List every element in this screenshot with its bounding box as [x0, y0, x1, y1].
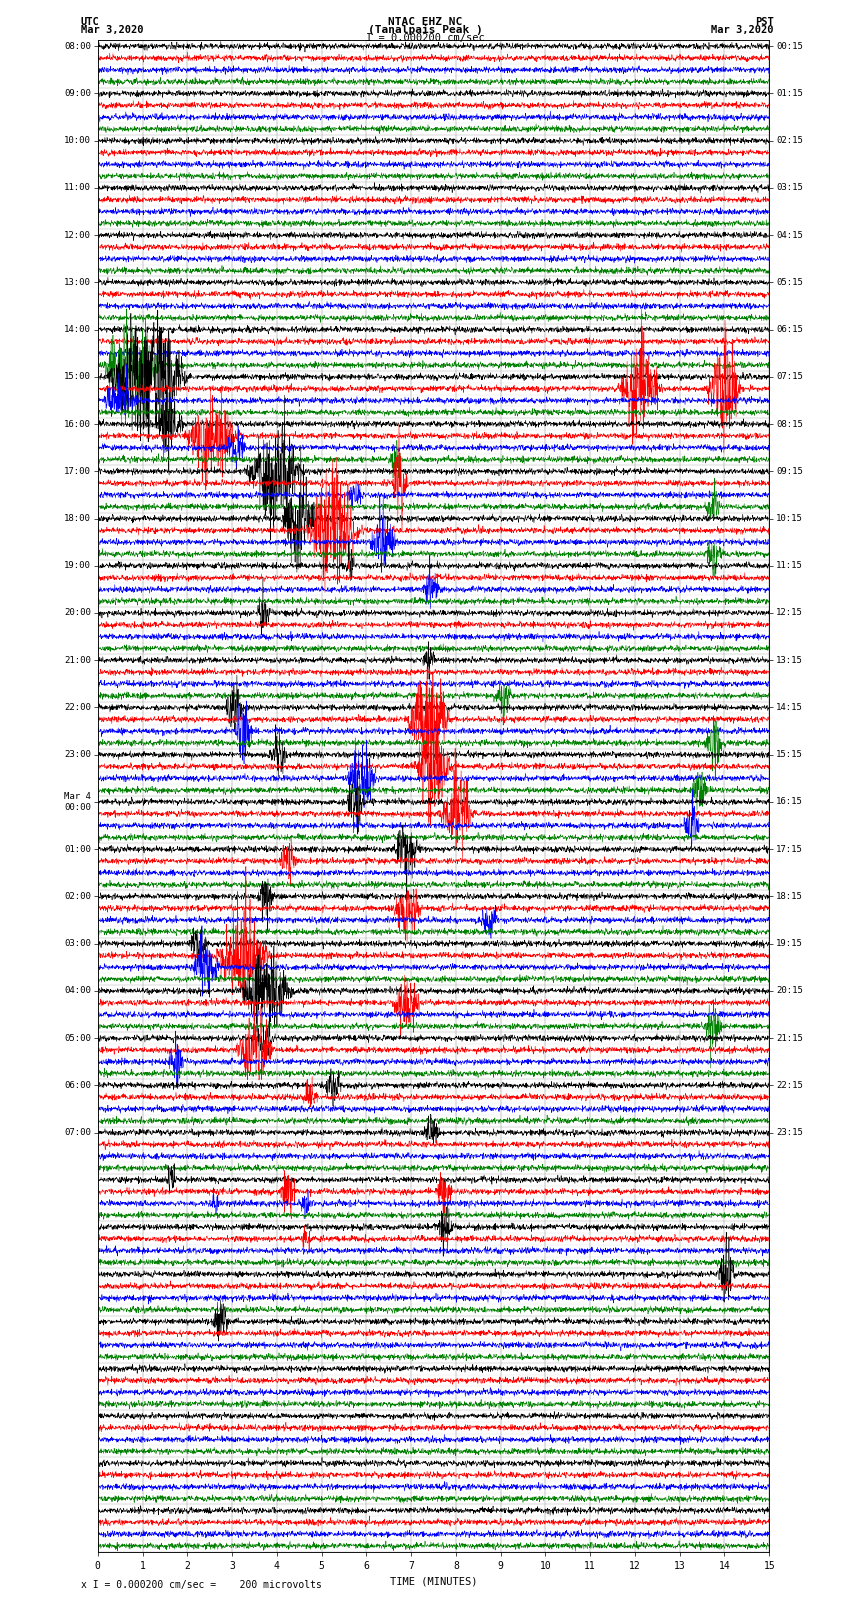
- Text: NTAC EHZ NC: NTAC EHZ NC: [388, 18, 462, 27]
- Text: Mar 3,2020: Mar 3,2020: [711, 24, 774, 35]
- Text: Mar 3,2020: Mar 3,2020: [81, 24, 144, 35]
- X-axis label: TIME (MINUTES): TIME (MINUTES): [390, 1576, 477, 1586]
- Text: PST: PST: [755, 18, 774, 27]
- Text: (Tanalpais Peak ): (Tanalpais Peak ): [367, 24, 483, 35]
- Text: UTC: UTC: [81, 18, 99, 27]
- Text: x I = 0.000200 cm/sec =    200 microvolts: x I = 0.000200 cm/sec = 200 microvolts: [81, 1581, 321, 1590]
- Text: I = 0.000200 cm/sec: I = 0.000200 cm/sec: [366, 32, 484, 44]
